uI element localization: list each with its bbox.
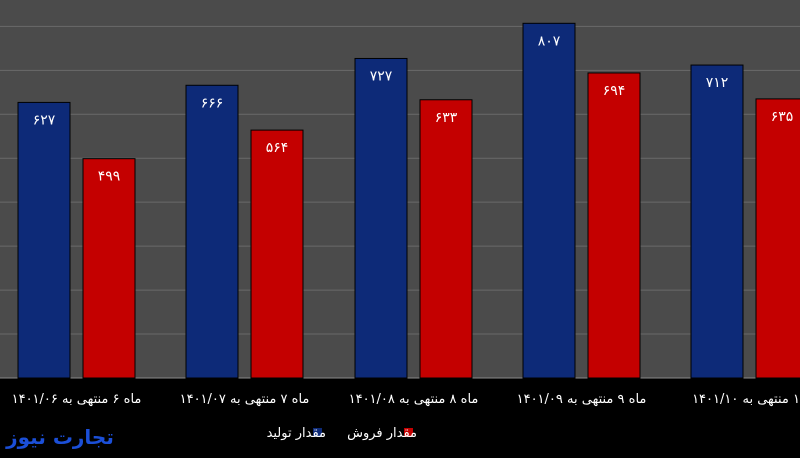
value-label-production-3: ۷۲۷ [370, 68, 393, 84]
logo-watermark: تجارت نیوز [5, 425, 114, 449]
value-labels: ۶۲۷ ۴۹۹ ۶۶۶ ۵۶۴ ۷۲۷ ۶۳۳ ۸۰۷ ۶۹۴ ۷۱۲ ۶۳۵ [33, 33, 794, 184]
bar-production-2 [185, 84, 239, 379]
legend-swatch-production [313, 428, 322, 437]
value-label-sales-2: ۵۶۴ [266, 140, 289, 156]
legend-label-production: مقدار تولید [267, 426, 326, 441]
bar-sales-1 [82, 158, 136, 379]
category-label-1: ماه ۶ منتهی به ۱۴۰۱/۰۶ [12, 392, 142, 407]
category-label-5: ۱۰ منتهی به ۱۴۰۱/۱۰ [692, 392, 800, 407]
value-label-sales-1: ۴۹۹ [98, 169, 121, 185]
value-label-sales-5: ۶۳۵ [771, 109, 794, 125]
category-label-3: ماه ۸ منتهی به ۱۴۰۱/۰۸ [349, 392, 479, 407]
legend-swatch-sales [404, 428, 413, 437]
value-label-sales-3: ۶۳۳ [435, 110, 458, 126]
bars [17, 22, 800, 379]
category-label-4: ماه ۹ منتهی به ۱۴۰۱/۰۹ [517, 392, 647, 407]
value-label-production-4: ۸۰۷ [538, 33, 561, 49]
category-labels: ماه ۶ منتهی به ۱۴۰۱/۰۶ ماه ۷ منتهی به ۱۴۰… [12, 392, 800, 407]
legend-label-sales: مقدار فروش [347, 426, 417, 441]
legend: مقدار فروش مقدار تولید [267, 426, 417, 441]
bar-production-5 [690, 64, 744, 379]
value-label-production-1: ۶۲۷ [33, 112, 56, 128]
bar-sales-2 [250, 129, 304, 379]
bar-production-4 [522, 22, 576, 379]
bar-sales-5 [755, 98, 800, 379]
bar-sales-3 [419, 99, 473, 379]
category-label-2: ماه ۷ منتهی به ۱۴۰۱/۰۷ [180, 392, 310, 407]
bar-sales-4 [587, 72, 641, 379]
value-label-sales-4: ۶۹۴ [603, 83, 626, 99]
bar-production-1 [17, 101, 71, 379]
value-label-production-5: ۷۱۲ [706, 75, 729, 91]
value-label-production-2: ۶۶۶ [201, 95, 224, 111]
bar-production-3 [354, 57, 408, 379]
logo-text: تجارت نیوز [5, 425, 114, 449]
